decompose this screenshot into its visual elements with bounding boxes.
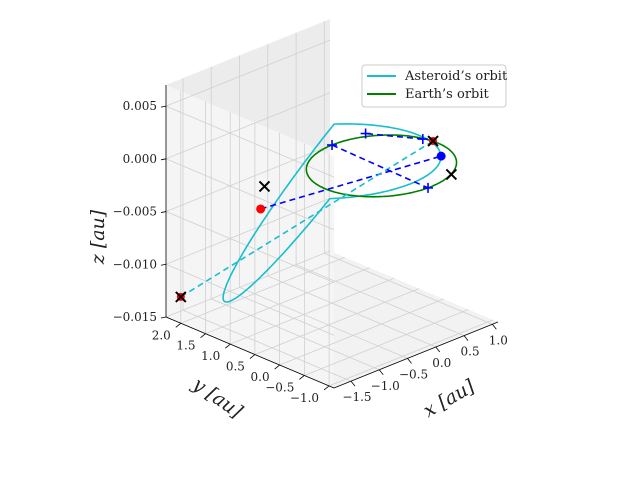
plus-marker [327, 139, 338, 150]
x-tick-label: −0.5 [399, 367, 428, 381]
legend-frame [361, 64, 507, 108]
cross-b [427, 135, 439, 147]
legend: Asteroid’s orbit Earth’s orbit [361, 64, 508, 108]
y-tick-mark [299, 375, 305, 380]
cross-marker [175, 291, 187, 303]
tick-labels: −1.5−1.0−0.50.00.51.0−1.0−0.50.00.51.01.… [113, 99, 508, 405]
y-tick-label: 1.0 [201, 349, 220, 363]
x-tick-label: −1.0 [371, 379, 400, 393]
z-tick-mark [160, 316, 167, 319]
legend-label-asteroid: Asteroid’s orbit [404, 69, 508, 84]
y-axis-line [165, 316, 335, 389]
z-tick-label: −0.010 [113, 257, 157, 271]
x-tick-mark [463, 335, 469, 341]
cross-b [258, 180, 271, 193]
dashed-line [260, 155, 442, 210]
y-axis-label: y [au] [188, 373, 247, 424]
x-axis-line [333, 321, 499, 389]
x-tick-label: 0.0 [432, 356, 451, 370]
x-tick-mark [407, 358, 412, 364]
plus-marker [423, 182, 434, 193]
y-tick-label: 0.0 [251, 370, 270, 384]
axis-lines [165, 85, 499, 389]
x-tick-label: −1.5 [342, 390, 371, 404]
plus-marker [417, 134, 428, 145]
x-tick-mark [435, 346, 441, 353]
x-tick-mark [350, 380, 356, 387]
plus-marker [360, 128, 371, 139]
z-axis-label: z [au] [87, 209, 109, 265]
point-marker [436, 151, 446, 161]
y-tick-mark [224, 343, 231, 349]
x-axis-label: x [au] [420, 375, 479, 422]
z-tick-mark [160, 105, 167, 108]
z-tick-mark [160, 263, 167, 266]
dashed-line [331, 144, 429, 189]
cross-marker [258, 180, 271, 193]
y-tick-label: 2.0 [152, 328, 171, 342]
cross-marker [427, 135, 439, 147]
x-tick-mark [378, 369, 384, 376]
y-tick-mark [175, 322, 182, 328]
tick-marks [160, 105, 497, 391]
z-tick-mark [160, 211, 167, 213]
x-tick-label: 0.5 [461, 345, 480, 359]
y-tick-label: 1.5 [176, 339, 195, 353]
y-tick-label: 0.5 [226, 360, 245, 374]
y-tick-mark [323, 385, 330, 391]
z-tick-label: 0.005 [123, 99, 157, 113]
z-tick-label: −0.015 [113, 310, 157, 324]
plot-area [175, 123, 458, 303]
z-tick-mark [160, 158, 167, 161]
point-marker [256, 204, 266, 214]
x-tick-label: 1.0 [489, 333, 508, 347]
x-tick-mark [492, 324, 497, 330]
z-tick-label: −0.005 [113, 205, 157, 219]
y-tick-mark [274, 364, 280, 370]
y-tick-mark [200, 333, 206, 339]
cross-b [445, 168, 458, 181]
cross-b [175, 291, 187, 303]
y-tick-label: −0.5 [265, 380, 294, 394]
legend-label-earth: Earth’s orbit [405, 87, 490, 102]
y-tick-mark [249, 354, 256, 359]
z-tick-label: 0.000 [123, 152, 157, 166]
y-tick-label: −1.0 [290, 391, 319, 405]
cross-marker [445, 168, 458, 181]
